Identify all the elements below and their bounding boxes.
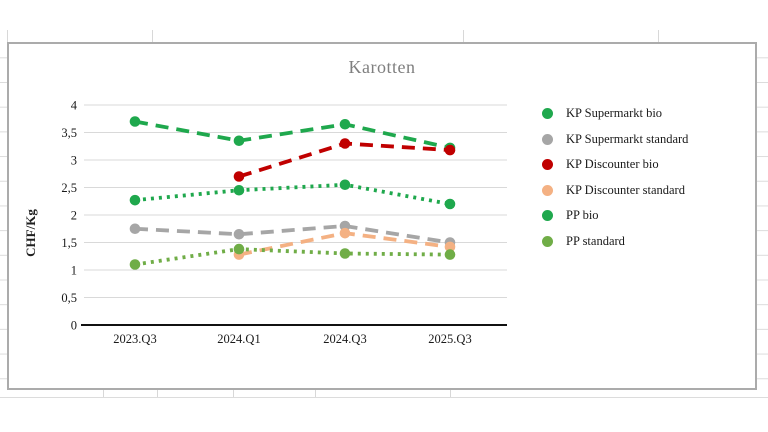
spreadsheet-gridlines-right [757, 42, 768, 389]
spreadsheet-gridline [233, 390, 234, 397]
x-tick-label: 2024.Q1 [217, 332, 260, 346]
legend-item: KP Discounter standard [542, 178, 688, 204]
y-tick-label: 1,5 [61, 236, 77, 250]
spreadsheet-gridlines-left [0, 42, 7, 389]
legend-item: PP standard [542, 229, 688, 255]
legend-swatch-icon [542, 108, 553, 120]
data-point-marker [444, 144, 456, 156]
legend-label: KP Supermarkt bio [566, 106, 663, 121]
y-tick-label: 0 [71, 319, 77, 333]
data-point-marker [339, 227, 351, 239]
chart-object[interactable]: Karotten CHF/Kg 0 0,5 1 1,5 2 2,5 3 3,5 4 2023.Q3… [7, 42, 757, 390]
data-point-marker [233, 171, 245, 182]
spreadsheet-gridline [157, 390, 158, 397]
y-tick-label: 4 [71, 99, 78, 113]
legend-label: KP Discounter bio [566, 157, 659, 172]
x-tick-label: 2025.Q3 [428, 332, 471, 346]
y-tick-label: 3,5 [61, 126, 77, 140]
legend-item: KP Discounter bio [542, 152, 688, 178]
y-tick-label: 3 [71, 154, 77, 168]
data-point-marker [233, 135, 245, 147]
spreadsheet-gridline [7, 30, 8, 42]
data-point-marker [129, 259, 141, 270]
data-point-marker [339, 248, 351, 259]
y-tick-label: 1 [71, 264, 77, 278]
spreadsheet-gridline [658, 30, 659, 42]
legend-swatch-icon [542, 184, 553, 196]
spreadsheet-gridline [315, 390, 316, 397]
legend-item: PP bio [542, 203, 688, 229]
x-tick-label: 2024.Q3 [323, 332, 366, 346]
x-tick-label: 2023.Q3 [113, 332, 156, 346]
data-point-marker [233, 243, 245, 255]
spreadsheet-gridline [450, 390, 451, 397]
data-point-marker [129, 194, 141, 206]
data-point-marker [233, 228, 245, 240]
y-tick-label: 2 [71, 209, 77, 223]
chart-canvas: 0 0,5 1 1,5 2 2,5 3 3,5 4 2023.Q3 2024.Q1 2024.Q3 20… [61, 99, 507, 346]
data-point-marker [444, 198, 456, 210]
data-point-marker [129, 223, 141, 235]
legend-item: KP Supermarkt bio [542, 101, 688, 127]
data-point-marker [339, 118, 351, 130]
data-point-marker [339, 138, 351, 149]
y-tick-label: 0,5 [61, 291, 77, 305]
series-line [134, 224, 451, 245]
series-line [134, 119, 451, 150]
legend-label: PP bio [566, 208, 599, 223]
legend-label: PP standard [566, 233, 625, 248]
legend-swatch-icon [542, 235, 553, 247]
series-line [134, 247, 451, 267]
legend-swatch-icon [542, 210, 553, 222]
spreadsheet-gridline [103, 390, 104, 397]
spreadsheet-gridline [463, 30, 464, 42]
data-point-marker [444, 249, 456, 260]
data-point-marker [233, 184, 245, 196]
data-point-marker [129, 116, 141, 127]
chart-legend: KP Supermarkt bio KP Supermarkt standard K… [542, 101, 688, 254]
legend-swatch-icon [542, 133, 553, 145]
legend-label: KP Supermarkt standard [566, 131, 689, 146]
y-tick-label: 2,5 [61, 181, 77, 195]
spreadsheet-gridline [0, 397, 768, 398]
spreadsheet-gridline [152, 30, 153, 42]
data-point-marker [339, 179, 351, 191]
legend-item: KP Supermarkt standard [542, 127, 688, 153]
legend-swatch-icon [542, 159, 553, 171]
data-point-marker [444, 241, 456, 253]
legend-label: KP Discounter standard [566, 182, 685, 197]
chart-title: Karotten [348, 57, 416, 77]
